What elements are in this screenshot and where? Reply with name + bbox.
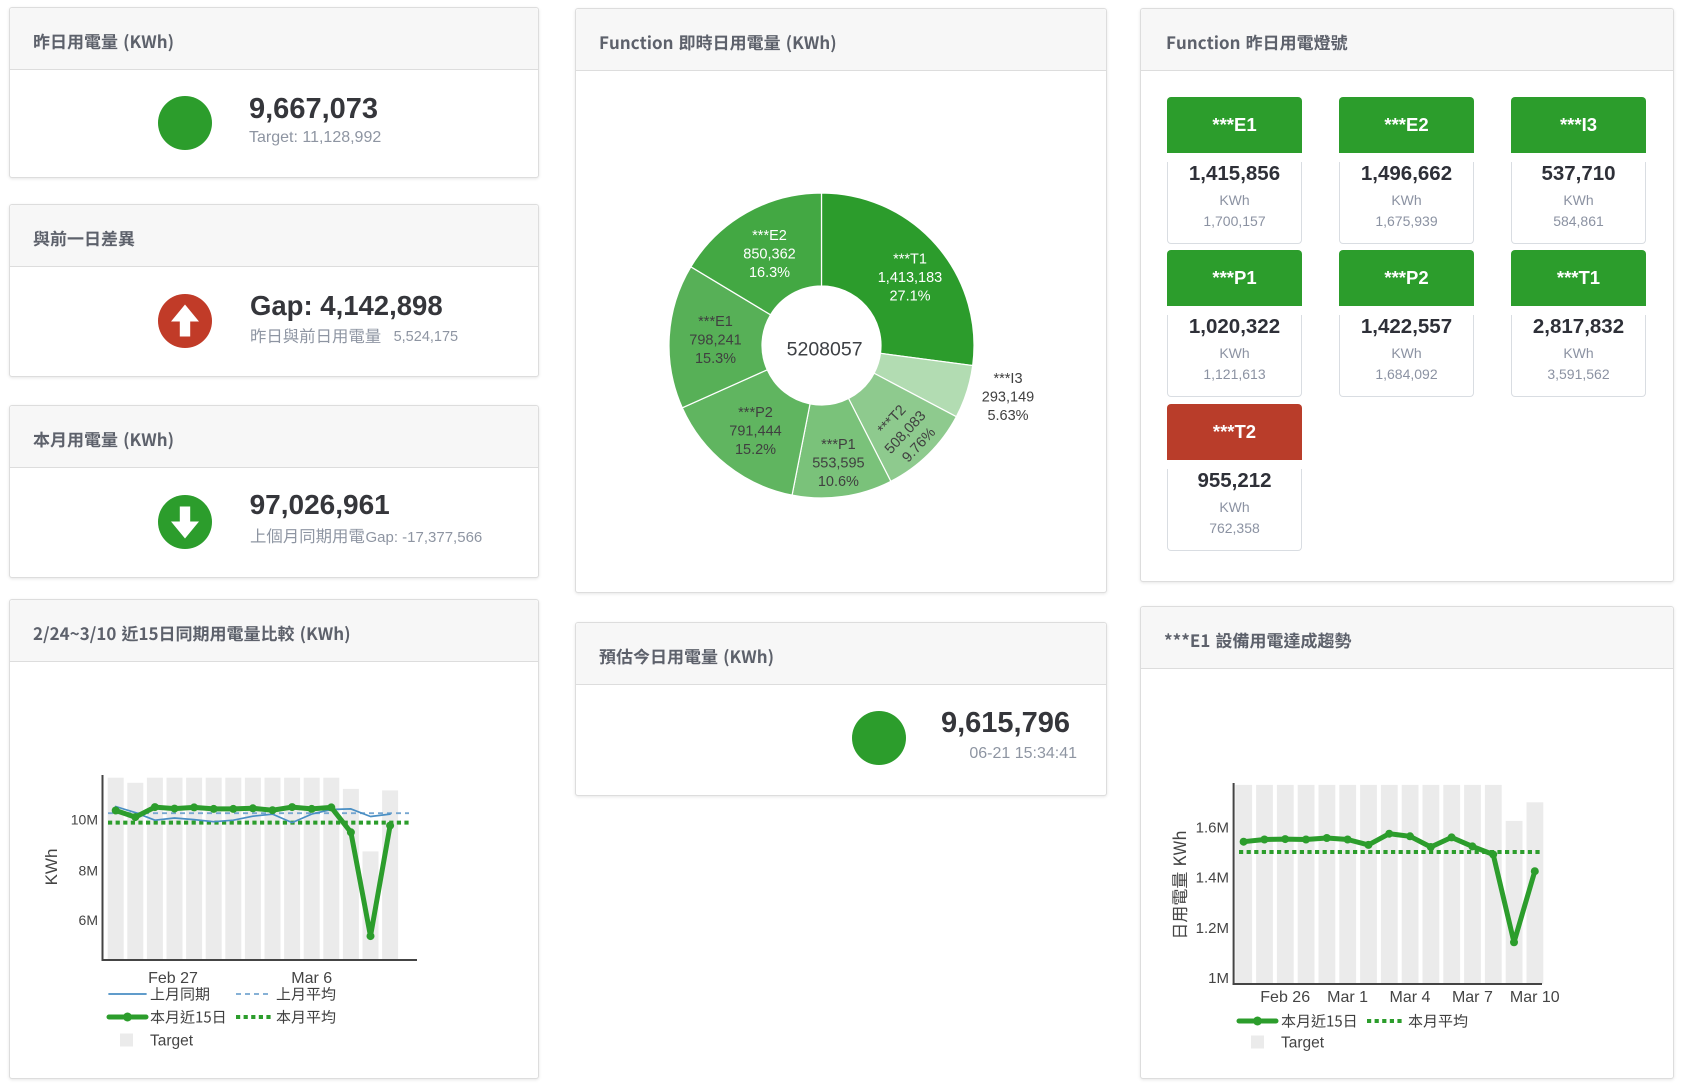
svg-text:***P1: ***P1 [821, 437, 856, 453]
svg-text:15.3%: 15.3% [695, 351, 736, 367]
svg-text:Target: Target [1281, 1035, 1325, 1052]
svg-text:16.3%: 16.3% [749, 265, 790, 281]
svg-text:1,413,183: 1,413,183 [878, 270, 943, 286]
svg-text:15.2%: 15.2% [735, 442, 776, 458]
svg-text:850,362: 850,362 [743, 247, 795, 263]
svg-text:***E1: ***E1 [698, 314, 733, 330]
svg-text:1.2M: 1.2M [1196, 920, 1229, 937]
svg-text:10.6%: 10.6% [818, 474, 859, 490]
svg-text:Mar 10: Mar 10 [1510, 989, 1560, 1006]
svg-text:1M: 1M [1208, 970, 1229, 987]
svg-text:Mar 1: Mar 1 [1327, 989, 1368, 1006]
svg-text:1.4M: 1.4M [1196, 870, 1229, 887]
svg-text:Mar 7: Mar 7 [1452, 989, 1493, 1006]
svg-text:6M: 6M [79, 912, 98, 928]
svg-text:5208057: 5208057 [787, 338, 863, 360]
svg-text:***P2: ***P2 [738, 405, 773, 421]
svg-text:10M: 10M [71, 812, 98, 828]
svg-text:791,444: 791,444 [729, 424, 781, 440]
svg-text:Target: Target [150, 1033, 194, 1050]
svg-text:553,595: 553,595 [812, 456, 864, 472]
svg-text:KWh: KWh [42, 849, 61, 886]
svg-text:5.63%: 5.63% [987, 408, 1028, 424]
svg-text:1.6M: 1.6M [1196, 819, 1229, 836]
svg-text:8M: 8M [79, 862, 98, 878]
svg-text:***E2: ***E2 [752, 228, 787, 244]
svg-text:***T1: ***T1 [893, 252, 927, 268]
svg-text:Feb 26: Feb 26 [1260, 989, 1310, 1006]
svg-text:Mar 6: Mar 6 [291, 970, 332, 987]
svg-text:***I3: ***I3 [993, 371, 1022, 387]
svg-text:Mar 4: Mar 4 [1390, 989, 1431, 1006]
svg-text:27.1%: 27.1% [889, 289, 930, 305]
svg-text:798,241: 798,241 [689, 333, 741, 349]
svg-text:293,149: 293,149 [982, 390, 1034, 406]
svg-text:Feb 27: Feb 27 [148, 970, 198, 987]
